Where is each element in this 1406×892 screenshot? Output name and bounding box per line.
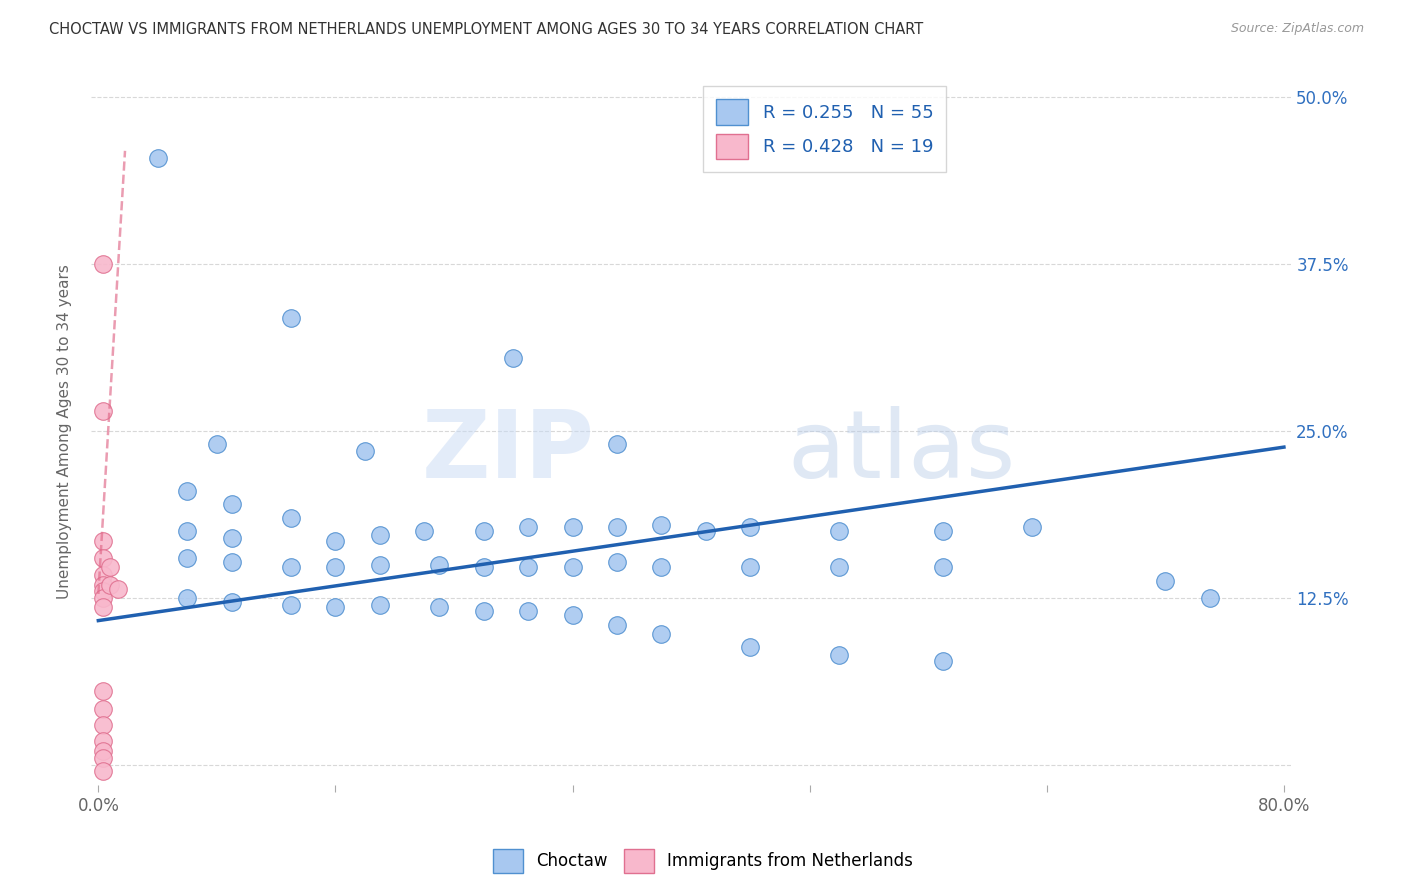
Point [325,600,347,615]
Text: atlas: atlas [787,407,1015,499]
Point [91,684,114,698]
Point [427,600,450,615]
Point [650,517,672,532]
Point [695,524,717,539]
Point [932,524,955,539]
Point [280,598,302,612]
Point [98,577,121,591]
Point [828,524,851,539]
Point [517,560,540,574]
Point [828,560,851,574]
Point [91,600,114,615]
Point [91,591,114,605]
Point [932,654,955,668]
Legend: Choctaw, Immigrants from Netherlands: Choctaw, Immigrants from Netherlands [486,842,920,880]
Point [740,520,762,534]
Point [354,444,377,458]
Point [650,560,672,574]
Point [91,764,114,779]
Point [176,591,198,605]
Point [205,437,228,451]
Point [740,640,762,655]
Point [368,598,391,612]
Point [368,528,391,542]
Point [176,484,198,499]
Point [427,558,450,572]
Point [91,701,114,715]
Point [932,560,955,574]
Point [606,520,628,534]
Point [1021,520,1043,534]
Point [221,498,243,512]
Text: CHOCTAW VS IMMIGRANTS FROM NETHERLANDS UNEMPLOYMENT AMONG AGES 30 TO 34 YEARS CO: CHOCTAW VS IMMIGRANTS FROM NETHERLANDS U… [49,22,924,37]
Point [472,524,495,539]
Point [517,604,540,618]
Point [325,533,347,548]
Legend: R = 0.255   N = 55, R = 0.428   N = 19: R = 0.255 N = 55, R = 0.428 N = 19 [703,87,946,172]
Point [1198,591,1220,605]
Point [98,560,121,574]
Point [606,617,628,632]
Point [325,560,347,574]
Point [280,310,302,325]
Point [740,560,762,574]
Point [221,595,243,609]
Point [176,524,198,539]
Point [828,648,851,663]
Point [91,733,114,747]
Point [561,608,583,623]
Point [561,520,583,534]
Point [91,584,114,599]
Point [91,533,114,548]
Point [91,257,114,271]
Point [91,744,114,758]
Point [176,550,198,565]
Text: Source: ZipAtlas.com: Source: ZipAtlas.com [1230,22,1364,36]
Point [606,437,628,451]
Point [472,604,495,618]
Point [472,560,495,574]
Point [561,560,583,574]
Point [91,577,114,591]
Point [517,520,540,534]
Point [606,555,628,569]
Point [650,627,672,641]
Point [413,524,436,539]
Point [280,560,302,574]
Point [91,404,114,418]
Point [91,550,114,565]
Y-axis label: Unemployment Among Ages 30 to 34 years: Unemployment Among Ages 30 to 34 years [58,264,72,599]
Point [91,751,114,765]
Point [91,717,114,731]
Point [91,568,114,582]
Point [1154,574,1177,588]
Point [502,351,524,365]
Point [221,555,243,569]
Point [107,582,129,596]
Point [146,151,169,165]
Point [368,558,391,572]
Point [280,511,302,525]
Text: ZIP: ZIP [422,407,595,499]
Point [221,531,243,545]
